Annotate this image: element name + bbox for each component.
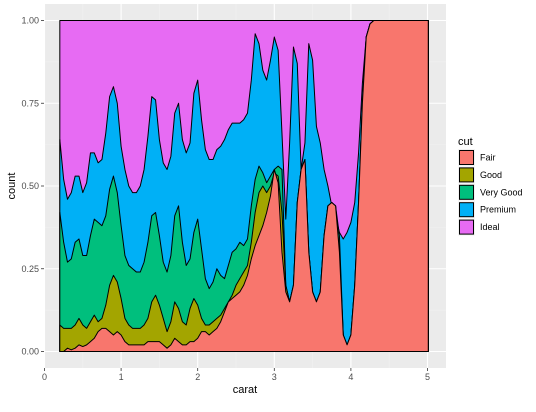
- y-tick-label: 0.75: [21, 98, 39, 108]
- legend-item-ideal: Ideal: [458, 218, 500, 236]
- density-areas: [59, 20, 429, 352]
- legend-label: Good: [480, 170, 502, 180]
- x-axis-title: carat: [233, 384, 257, 396]
- x-tick-label: 2: [195, 372, 200, 382]
- legend-key-swatch: [459, 184, 474, 200]
- y-axis-title: count: [6, 173, 18, 200]
- x-tick-label: 3: [272, 372, 277, 382]
- legend-item-very-good: Very Good: [458, 183, 523, 201]
- legend-key-swatch: [459, 150, 474, 165]
- legend-key-swatch: [459, 167, 474, 183]
- y-tick-label: 1.00: [21, 16, 39, 26]
- x-tick-label: 5: [425, 372, 430, 382]
- y-axis-ticks: 0.00 0.25 0.50 0.75 1.00: [21, 16, 44, 357]
- x-axis-ticks: 0 1 2 3 4 5: [42, 368, 430, 382]
- legend: cut Fair Good Very Good Premium Ideal: [458, 136, 523, 236]
- legend-item-premium: Premium: [458, 201, 516, 219]
- legend-label: Premium: [480, 205, 516, 215]
- legend-title: cut: [458, 136, 473, 148]
- x-tick-label: 0: [42, 372, 47, 382]
- y-tick-label: 0.50: [21, 181, 39, 191]
- legend-item-fair: Fair: [458, 149, 496, 166]
- area-fair: [59, 20, 429, 352]
- x-tick-label: 4: [348, 372, 353, 382]
- legend-label: Fair: [480, 153, 496, 163]
- y-tick-label: 0.25: [21, 264, 39, 274]
- legend-item-good: Good: [458, 166, 502, 184]
- y-tick-label: 0.00: [21, 347, 39, 357]
- legend-key-swatch: [459, 202, 474, 218]
- legend-key-swatch: [459, 219, 474, 235]
- legend-label: Ideal: [480, 222, 500, 232]
- x-tick-label: 1: [119, 372, 124, 382]
- legend-label: Very Good: [480, 187, 523, 197]
